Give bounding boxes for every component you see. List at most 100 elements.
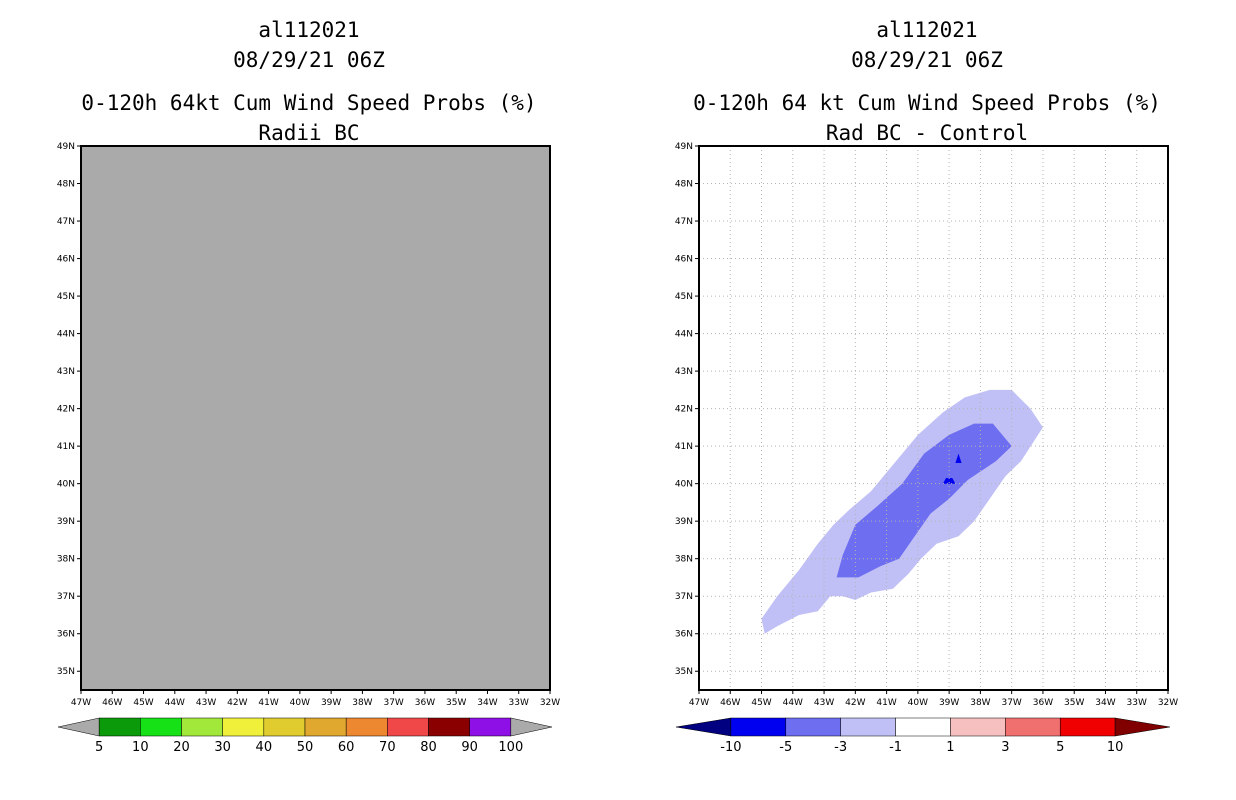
x-tick-label: 38W xyxy=(352,698,372,708)
colorbar-swatch xyxy=(1059,717,1116,737)
x-tick-label: 43W xyxy=(814,698,834,708)
colorbar-swatch xyxy=(840,717,896,737)
colorbar-arrow-high xyxy=(1114,717,1171,737)
y-tick-label: 45N xyxy=(675,292,693,302)
colorbar-label: 10 xyxy=(1107,740,1124,755)
y-tick-label: 48N xyxy=(675,180,693,190)
colorbar-label: 10 xyxy=(132,740,149,755)
colorbar-label: 90 xyxy=(461,740,478,755)
colorbar-swatch xyxy=(181,717,223,737)
colorbar-swatch xyxy=(140,717,182,737)
colorbar-label: -10 xyxy=(720,740,741,755)
x-tick-label: 46W xyxy=(720,698,740,708)
y-tick-label: 46N xyxy=(57,255,75,265)
colorbar-swatch xyxy=(895,717,951,737)
plot-field xyxy=(81,146,550,690)
colorbar-arrow-high xyxy=(510,717,553,737)
x-tick-label: 47W xyxy=(689,698,709,708)
colorbar-swatch xyxy=(730,717,787,737)
x-tick-label: 42W xyxy=(227,698,247,708)
y-tick-label: 48N xyxy=(57,180,75,190)
colorbar-swatch xyxy=(428,717,470,737)
x-tick-label: 35W xyxy=(446,698,466,708)
y-tick-label: 43N xyxy=(57,367,75,377)
subtitle: Radii BC xyxy=(258,121,360,145)
contour-region-1 xyxy=(836,423,1012,578)
colorbar-label: 30 xyxy=(214,740,231,755)
x-tick-label: 44W xyxy=(783,698,803,708)
x-tick-label: 33W xyxy=(509,698,529,708)
y-tick-label: 39N xyxy=(675,517,693,527)
colorbar-swatch xyxy=(345,717,388,737)
y-tick-label: 41N xyxy=(675,442,693,452)
x-tick-label: 37W xyxy=(1001,698,1021,708)
x-tick-label: 34W xyxy=(477,698,497,708)
colorbar-label: -5 xyxy=(779,740,792,755)
x-tick-label: 39W xyxy=(939,698,959,708)
colorbar-swatch xyxy=(263,717,306,737)
y-tick-label: 40N xyxy=(57,480,75,490)
y-tick-label: 37N xyxy=(675,592,693,602)
colorbar-swatch xyxy=(222,717,265,737)
colorbar-label: 70 xyxy=(379,740,396,755)
left-panel: al112021 08/29/21 06Z 0-120h 64kt Cum Wi… xyxy=(57,18,560,755)
product-title: 0-120h 64kt Cum Wind Speed Probs (%) xyxy=(81,91,537,115)
y-tick-label: 46N xyxy=(675,255,693,265)
y-tick-label: 38N xyxy=(675,555,693,565)
y-tick-label: 47N xyxy=(57,217,75,227)
y-tick-label: 42N xyxy=(675,405,693,415)
contour-region-3 xyxy=(942,478,956,484)
x-tick-label: 42W xyxy=(845,698,865,708)
colorbar-arrow-low xyxy=(57,717,100,737)
x-tick-label: 34W xyxy=(1095,698,1115,708)
x-tick-label: 36W xyxy=(415,698,435,708)
y-tick-label: 47N xyxy=(675,217,693,227)
x-tick-label: 32W xyxy=(540,698,560,708)
date-title: 08/29/21 06Z xyxy=(851,48,1003,72)
colorbar-swatch xyxy=(304,717,347,737)
product-title: 0-120h 64 kt Cum Wind Speed Probs (%) xyxy=(693,91,1161,115)
x-tick-label: 44W xyxy=(165,698,185,708)
y-tick-label: 36N xyxy=(57,630,75,640)
y-tick-label: 45N xyxy=(57,292,75,302)
colorbar-label: 5 xyxy=(95,740,103,755)
colorbar-label: 1 xyxy=(946,740,954,755)
y-tick-label: 49N xyxy=(675,142,693,152)
x-tick-label: 45W xyxy=(751,698,771,708)
x-tick-label: 40W xyxy=(908,698,928,708)
colorbar-swatch xyxy=(785,717,841,737)
colorbar-label: 5 xyxy=(1056,740,1064,755)
colorbar-arrow-low xyxy=(675,717,732,737)
colorbar-swatch xyxy=(387,717,429,737)
colorbar-label: 3 xyxy=(1001,740,1009,755)
y-tick-label: 38N xyxy=(57,555,75,565)
y-tick-label: 42N xyxy=(57,405,75,415)
colorbar-label: 80 xyxy=(420,740,437,755)
contour-region-2 xyxy=(955,453,962,463)
y-tick-label: 44N xyxy=(675,330,693,340)
storm-id-title: al112021 xyxy=(876,18,978,42)
colorbar-label: 40 xyxy=(256,740,273,755)
y-tick-label: 44N xyxy=(57,330,75,340)
x-tick-label: 33W xyxy=(1127,698,1147,708)
date-title: 08/29/21 06Z xyxy=(233,48,385,72)
colorbar-label: 20 xyxy=(173,740,190,755)
colorbar-label: 100 xyxy=(498,740,523,755)
y-tick-label: 35N xyxy=(675,667,693,677)
y-tick-label: 40N xyxy=(675,480,693,490)
colorbar-swatch xyxy=(1005,717,1061,737)
chart-radii-bc: 47W 46W 45W 44W 43W 42W 41W 40W 39W 38W 37W 36W 35W 3… xyxy=(57,142,560,755)
x-tick-label: 32W xyxy=(1158,698,1178,708)
y-tick-label: 39N xyxy=(57,517,75,527)
y-tick-label: 41N xyxy=(57,442,75,452)
colorbar-label: -1 xyxy=(889,740,902,755)
plot-frame xyxy=(698,145,1169,691)
x-tick-label: 45W xyxy=(133,698,153,708)
y-tick-label: 36N xyxy=(675,630,693,640)
y-tick-label: 49N xyxy=(57,142,75,152)
y-tick-label: 37N xyxy=(57,592,75,602)
x-tick-label: 43W xyxy=(196,698,216,708)
colorbar-swatch xyxy=(98,717,141,737)
plot-frame xyxy=(80,145,551,691)
subtitle: Rad BC - Control xyxy=(825,121,1029,145)
